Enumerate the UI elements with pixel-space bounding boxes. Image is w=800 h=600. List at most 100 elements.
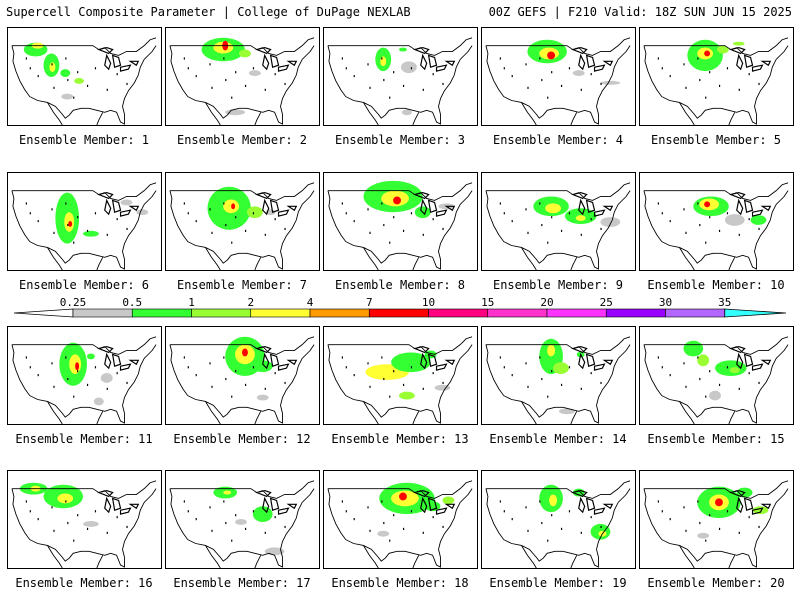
color-scale-legend: 0.25 0.5 1 2 4 7 10 15 20 25 30 35 bbox=[13, 296, 787, 318]
station-marker bbox=[661, 67, 663, 70]
scp-contour-area bbox=[242, 348, 248, 357]
scp-contour-fill bbox=[207, 186, 276, 230]
station-marker bbox=[503, 510, 505, 513]
station-marker bbox=[683, 208, 685, 211]
station-marker bbox=[422, 88, 424, 91]
scp-forecast-map bbox=[11, 37, 157, 125]
station-marker bbox=[183, 57, 185, 60]
station-marker bbox=[51, 208, 53, 211]
station-marker bbox=[353, 374, 355, 377]
station-marker bbox=[51, 362, 53, 365]
station-marker bbox=[547, 96, 549, 99]
station-marker bbox=[499, 356, 501, 359]
scp-contour-area bbox=[547, 51, 556, 60]
station-marker bbox=[669, 220, 671, 223]
us-coastline bbox=[169, 344, 315, 424]
ensemble-member-label: Ensemble Member: 8 bbox=[334, 278, 466, 292]
map-basemap bbox=[485, 336, 631, 424]
scp-contour-fill bbox=[213, 486, 285, 556]
scp-contour-area bbox=[75, 362, 80, 371]
us-coastline bbox=[169, 488, 315, 568]
station-marker bbox=[432, 372, 434, 375]
station-marker bbox=[231, 241, 233, 244]
us-coastline bbox=[327, 488, 473, 568]
us-coastline bbox=[643, 45, 789, 125]
ensemble-member-map bbox=[639, 27, 794, 126]
station-marker bbox=[527, 231, 529, 234]
station-marker bbox=[126, 525, 128, 529]
great-lakes bbox=[412, 191, 456, 217]
scp-forecast-map bbox=[169, 37, 315, 125]
scp-contour-area bbox=[239, 49, 251, 58]
station-marker bbox=[264, 88, 266, 91]
station-marker bbox=[25, 57, 27, 60]
ensemble-member-map bbox=[7, 172, 162, 271]
station-marker bbox=[600, 525, 602, 529]
us-coastline bbox=[169, 190, 315, 270]
great-lakes bbox=[728, 489, 772, 515]
station-marker bbox=[383, 223, 385, 227]
colorbar-tick-label: 20 bbox=[540, 296, 553, 309]
station-markers bbox=[183, 202, 286, 244]
station-marker bbox=[699, 223, 701, 227]
station-marker bbox=[560, 84, 563, 87]
station-marker bbox=[187, 67, 189, 70]
station-marker bbox=[77, 216, 79, 219]
station-marker bbox=[67, 78, 69, 82]
station-marker bbox=[383, 521, 385, 525]
station-marker bbox=[211, 529, 213, 532]
us-coastline bbox=[643, 488, 789, 568]
great-lakes bbox=[96, 191, 140, 217]
station-marker bbox=[590, 218, 592, 221]
ensemble-member-map bbox=[481, 326, 636, 425]
station-marker bbox=[209, 63, 211, 66]
scp-contour-area bbox=[235, 519, 247, 525]
station-marker bbox=[264, 233, 266, 236]
station-marker bbox=[511, 518, 513, 521]
station-marker bbox=[225, 521, 227, 525]
station-marker bbox=[685, 529, 687, 532]
ensemble-member-label: Ensemble Member: 4 bbox=[492, 133, 624, 147]
station-marker bbox=[65, 57, 67, 60]
us-coastline bbox=[11, 190, 157, 270]
scp-contour-area bbox=[704, 50, 711, 57]
station-marker bbox=[211, 231, 213, 234]
us-canada-border bbox=[11, 182, 157, 201]
station-marker bbox=[511, 220, 513, 223]
station-marker bbox=[195, 374, 197, 377]
station-marker bbox=[211, 385, 213, 388]
station-marker bbox=[116, 218, 118, 221]
scp-contour-fill bbox=[23, 42, 85, 100]
ensemble-member-label: Ensemble Member: 20 bbox=[647, 576, 785, 590]
station-marker bbox=[699, 377, 701, 381]
station-marker bbox=[661, 212, 663, 215]
station-markers bbox=[657, 57, 760, 99]
mexico-coastline bbox=[47, 247, 104, 270]
station-marker bbox=[503, 67, 505, 70]
station-marker bbox=[106, 233, 108, 236]
station-marker bbox=[67, 223, 69, 227]
station-marker bbox=[551, 370, 553, 373]
scp-forecast-map bbox=[643, 182, 789, 270]
station-marker bbox=[345, 366, 347, 369]
station-marker bbox=[94, 366, 97, 369]
station-marker bbox=[86, 527, 89, 530]
station-marker bbox=[393, 370, 395, 373]
station-marker bbox=[284, 381, 286, 385]
scp-contour-fill bbox=[687, 39, 745, 72]
station-marker bbox=[709, 514, 711, 517]
station-marker bbox=[274, 372, 276, 375]
station-marker bbox=[718, 229, 721, 232]
us-canada-border bbox=[11, 336, 157, 355]
station-marker bbox=[718, 527, 721, 530]
great-lakes bbox=[570, 191, 614, 217]
station-marker bbox=[541, 377, 543, 381]
station-marker bbox=[748, 73, 750, 76]
station-marker bbox=[37, 75, 39, 78]
station-marker bbox=[685, 231, 687, 234]
station-marker bbox=[657, 57, 659, 60]
station-marker bbox=[106, 531, 108, 534]
us-canada-border bbox=[485, 182, 631, 201]
station-marker bbox=[353, 518, 355, 521]
colorbar-tick-label: 25 bbox=[600, 296, 613, 309]
